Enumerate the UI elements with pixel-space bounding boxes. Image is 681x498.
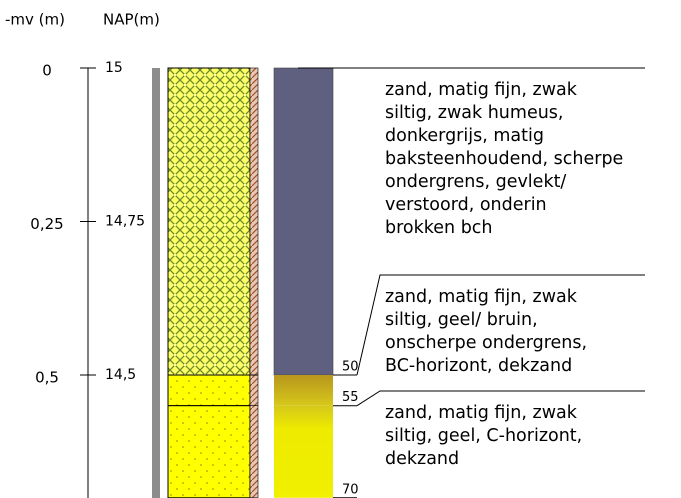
admixture	[249, 67, 259, 376]
layer-description: siltig, geel, C-horizont,	[385, 426, 582, 446]
nap-tick-label: 14,75	[105, 214, 145, 230]
depth-label: 55	[342, 390, 359, 405]
layer-description: onscherpe ondergrens,	[385, 333, 587, 353]
layer-description: zand, matig fijn, zwak	[385, 403, 578, 423]
mv-tick-label: 0	[42, 62, 52, 80]
layer-description: donkergrijs, matig	[385, 126, 544, 146]
layer-description: ondergrens, gevlekt/	[385, 172, 566, 192]
lithology	[167, 374, 251, 407]
connector	[356, 390, 645, 407]
layer-description: baksteenhoudend, scherpe	[385, 149, 623, 169]
mv-header: -mv (m)	[5, 11, 65, 29]
layer-description: zand, matig fijn, zwak	[385, 80, 578, 100]
mv-tick-label: 0,25	[30, 215, 63, 233]
connector	[356, 274, 645, 376]
nap-tick-label: 15	[105, 60, 123, 76]
depth-label: 50	[342, 360, 359, 375]
colour-column	[274, 405, 333, 498]
colour-column	[274, 375, 333, 406]
admixture	[249, 374, 259, 407]
layer-description: verstoord, onderin	[385, 195, 547, 215]
admixture	[249, 405, 259, 498]
nap-tick-label: 14,5	[105, 367, 136, 383]
mv-tick-label: 0,5	[35, 369, 59, 387]
casing-strip	[152, 68, 160, 498]
colour-column	[273, 67, 334, 376]
layer-description: siltig, zwak humeus,	[385, 103, 564, 123]
layer-description: zand, matig fijn, zwak	[385, 287, 578, 307]
layer-description: siltig, geel/ bruin,	[385, 310, 538, 330]
lithology	[167, 405, 251, 498]
layer-description: BC-horizont, dekzand	[385, 356, 572, 376]
layer-description: dekzand	[385, 449, 459, 469]
nap-header: NAP(m)	[103, 11, 160, 29]
lithology	[167, 67, 251, 376]
layer-description: brokken bch	[385, 218, 493, 238]
depth-label: 70	[342, 482, 359, 497]
